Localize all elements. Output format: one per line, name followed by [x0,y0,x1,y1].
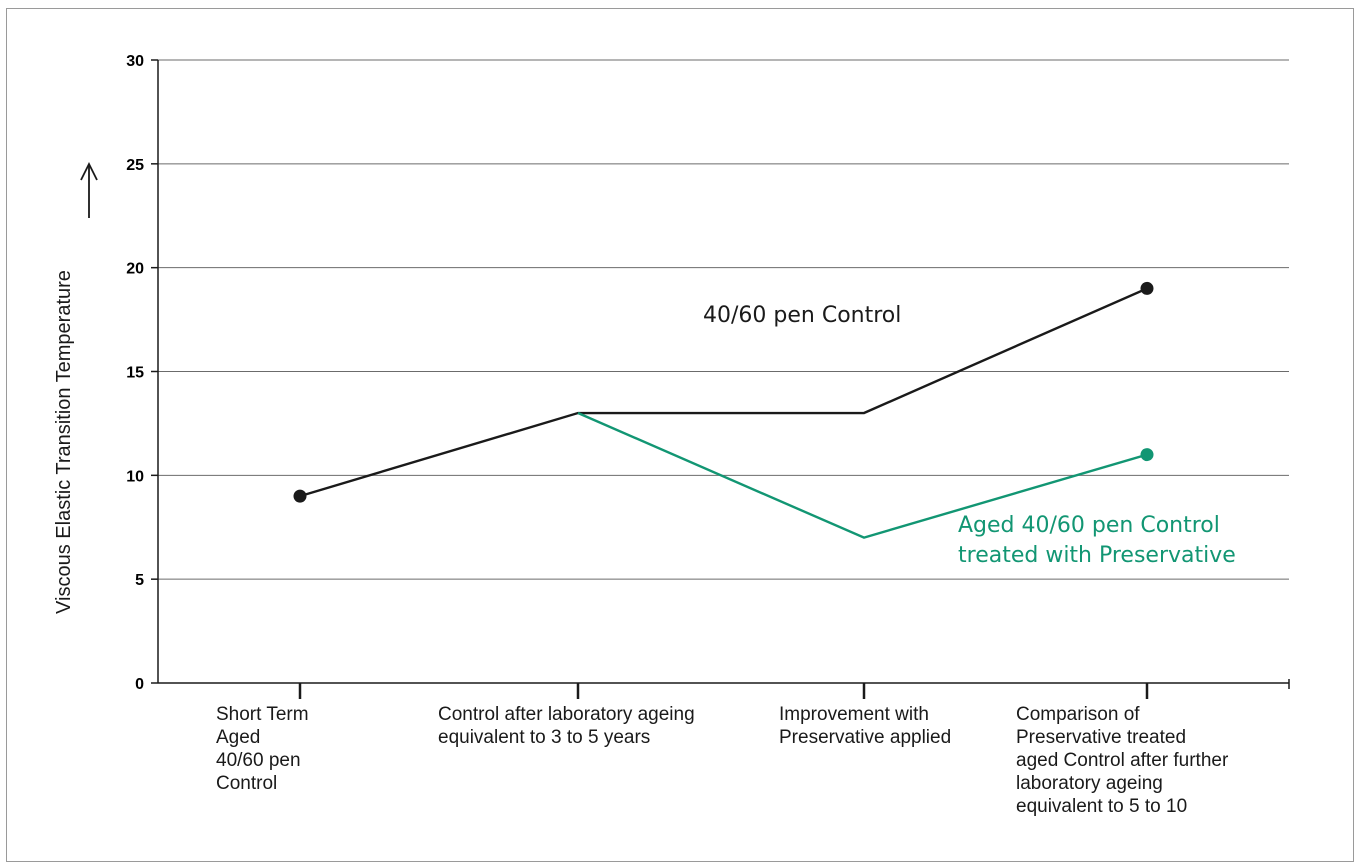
data-point [1141,282,1154,295]
series-label-line: 40/60 pen Control [703,303,901,328]
y-tick-label: 15 [126,365,144,382]
series-labels: 40/60 pen Control Aged 40/60 pen Control t… [703,303,1236,568]
axes [151,60,1289,699]
series-label-line: treated with Preservative [958,543,1236,568]
x-category-label: Short Term Aged 40/60 pen Control [216,703,356,795]
y-tick-label: 5 [135,572,144,589]
x-category-label: Improvement with Preservative applied [779,703,979,749]
y-axis-label: Viscous Elastic Transition Temperature [53,164,97,614]
series-label: 40/60 pen Control [703,303,901,328]
data-point [294,490,307,503]
y-tick-label: 25 [126,157,144,174]
y-tick-label: 30 [126,53,144,70]
y-tick-label: 0 [135,676,144,693]
data-point [1141,448,1154,461]
x-category-label: Control after laboratory ageing equivale… [438,703,738,749]
x-category-label: Comparison of Preservative treated aged … [1016,703,1296,818]
y-axis-title: Viscous Elastic Transition Temperature [53,270,75,614]
series-label: Aged 40/60 pen Control treated with Prese… [958,513,1236,568]
series-label-line: Aged 40/60 pen Control [958,513,1220,538]
y-tick-label: 20 [126,261,144,278]
y-tick-label: 10 [126,468,144,485]
y-tick-labels: 0 5 10 15 20 25 30 [126,53,144,693]
